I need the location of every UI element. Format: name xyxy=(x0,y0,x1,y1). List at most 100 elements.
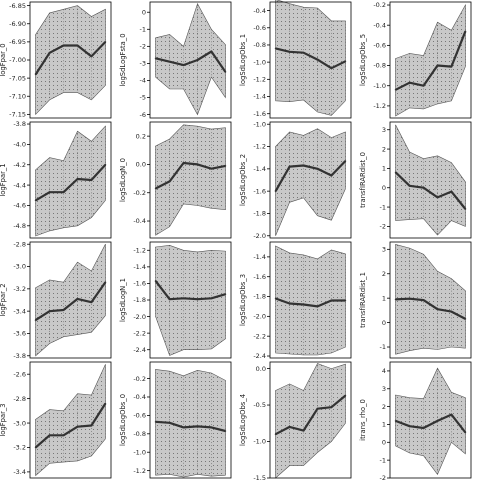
y-tick-label: -2.2 xyxy=(253,332,266,340)
confidence-band xyxy=(395,124,466,236)
y-tick-label: -1.4 xyxy=(253,93,266,101)
data-point xyxy=(210,426,213,429)
plot-frame xyxy=(149,361,232,479)
y-tick-label: -1.0 xyxy=(253,58,266,66)
y-tick-label: -4.6 xyxy=(13,202,26,210)
y-tick-label: 0.0 xyxy=(136,161,146,169)
data-point xyxy=(34,446,37,449)
y-tick-label: -0.4 xyxy=(133,217,146,225)
data-point xyxy=(154,187,157,190)
data-point xyxy=(274,297,277,300)
data-point xyxy=(436,196,439,199)
y-tick-label: -1.2 xyxy=(133,246,146,254)
panel-logFpar-1: -4.8 -4.6 -4.4 -4.2 -4.0 -3.8 logFpar_1 xyxy=(0,120,112,239)
y-tick-label: -0.8 xyxy=(373,62,386,70)
data-point xyxy=(316,168,319,170)
y-tick-label: -0.6 xyxy=(373,42,386,50)
y-axis-label: logSdLogN_1 xyxy=(119,278,127,322)
y-tick-label: -0.8 xyxy=(253,41,266,49)
panel-transfIRARdist-0: -2 -1 0 1 2 3 transfIRARdist_0 xyxy=(359,121,472,239)
y-tick-label: -2.4 xyxy=(133,346,146,354)
data-point xyxy=(34,73,37,76)
plot-frame xyxy=(389,241,472,359)
y-tick-label: -0.2 xyxy=(133,375,146,383)
data-point xyxy=(330,67,333,69)
y-tick-label: 0 xyxy=(142,8,146,16)
data-point xyxy=(408,297,411,300)
estimate-line xyxy=(275,47,346,70)
y-tick-label: -2.2 xyxy=(133,329,146,337)
data-point xyxy=(196,425,199,428)
y-axis-label: logSdLogFsta_0 xyxy=(119,33,127,86)
y-tick-label: -1.5 xyxy=(253,474,266,480)
panel-logSdLogFsta-0: -6 -5 -4 -3 -2 -1 0 logSdLogFsta_0 xyxy=(119,1,232,119)
y-tick-label: -1.0 xyxy=(373,82,386,90)
data-point xyxy=(76,298,79,300)
y-tick-label: -1 xyxy=(380,456,386,464)
data-point xyxy=(48,310,51,312)
y-tick-label: 2 xyxy=(382,145,386,153)
confidence-band xyxy=(35,125,106,237)
panel-logSdLogN-0: -0.4 -0.2 0.0 0.2 logSdLogN_0 xyxy=(119,121,232,239)
data-point xyxy=(210,167,213,170)
y-tick-label: -4.2 xyxy=(13,161,26,169)
data-point xyxy=(422,299,425,301)
data-point xyxy=(344,394,347,397)
estimate-line xyxy=(34,402,107,449)
data-point xyxy=(450,413,453,416)
y-axis-label: logSdLogObs_4 xyxy=(239,394,247,446)
y-tick-label: -1.0 xyxy=(253,438,266,446)
y-axis-label: logSdLogObs_2 xyxy=(239,154,247,206)
data-point xyxy=(154,421,157,423)
y-tick-label: -1 xyxy=(140,25,146,33)
y-tick-label: -3.0 xyxy=(13,263,26,271)
data-point xyxy=(154,57,157,60)
estimate-line xyxy=(275,297,346,308)
estimate-line xyxy=(34,41,107,76)
plot-frame xyxy=(149,1,232,119)
data-point xyxy=(302,429,305,432)
data-point xyxy=(408,185,411,187)
data-point xyxy=(154,280,157,282)
y-tick-label: -0.2 xyxy=(373,1,386,9)
data-point xyxy=(394,88,397,91)
y-tick-label: -1.4 xyxy=(253,165,266,173)
y-tick-label: -1.0 xyxy=(253,120,266,128)
y-tick-label: -3.0 xyxy=(13,419,26,427)
y-tick-label: -1.8 xyxy=(253,210,266,218)
y-tick-label: -3 xyxy=(140,60,146,68)
y-axis-label: logSdLogObs_0 xyxy=(119,394,127,446)
y-tick-label: -7.10 xyxy=(9,92,26,100)
panel-itrans-rho-0: -2 -1 0 1 2 3 4 itrans_rho_0 xyxy=(359,361,472,480)
y-tick-label: -1.4 xyxy=(253,253,266,261)
data-point xyxy=(48,51,51,54)
y-axis-label: transfIRARdist_0 xyxy=(359,152,367,208)
y-tick-label: 1 xyxy=(382,294,386,302)
y-axis-label: itrans_rho_0 xyxy=(359,399,367,441)
data-point xyxy=(90,55,93,58)
y-tick-label: -3.2 xyxy=(13,444,26,452)
plot-frame xyxy=(269,361,352,479)
data-point xyxy=(62,44,65,47)
data-point xyxy=(168,421,171,424)
panel-transfIRARdist-1: -1 0 1 2 3 transfIRARdist_1 xyxy=(359,241,472,359)
data-point xyxy=(48,434,51,437)
y-tick-label: 0 xyxy=(382,319,386,327)
y-axis-label: logFpar_0 xyxy=(0,43,7,76)
data-point xyxy=(224,293,227,296)
y-tick-label: -0.4 xyxy=(133,393,146,401)
y-tick-label: -1.0 xyxy=(133,448,146,456)
data-point xyxy=(394,420,397,422)
data-point xyxy=(436,308,439,310)
data-point xyxy=(464,208,467,210)
y-tick-label: -2.0 xyxy=(253,313,266,321)
data-point xyxy=(76,178,79,180)
data-point xyxy=(274,433,277,436)
confidence-band xyxy=(275,128,346,236)
y-tick-label: -7.05 xyxy=(9,74,26,82)
data-point xyxy=(394,298,397,301)
y-tick-label: -2.4 xyxy=(253,352,266,360)
y-axis-label: logSdLogObs_5 xyxy=(359,34,367,86)
y-tick-label: 3 xyxy=(382,385,386,393)
